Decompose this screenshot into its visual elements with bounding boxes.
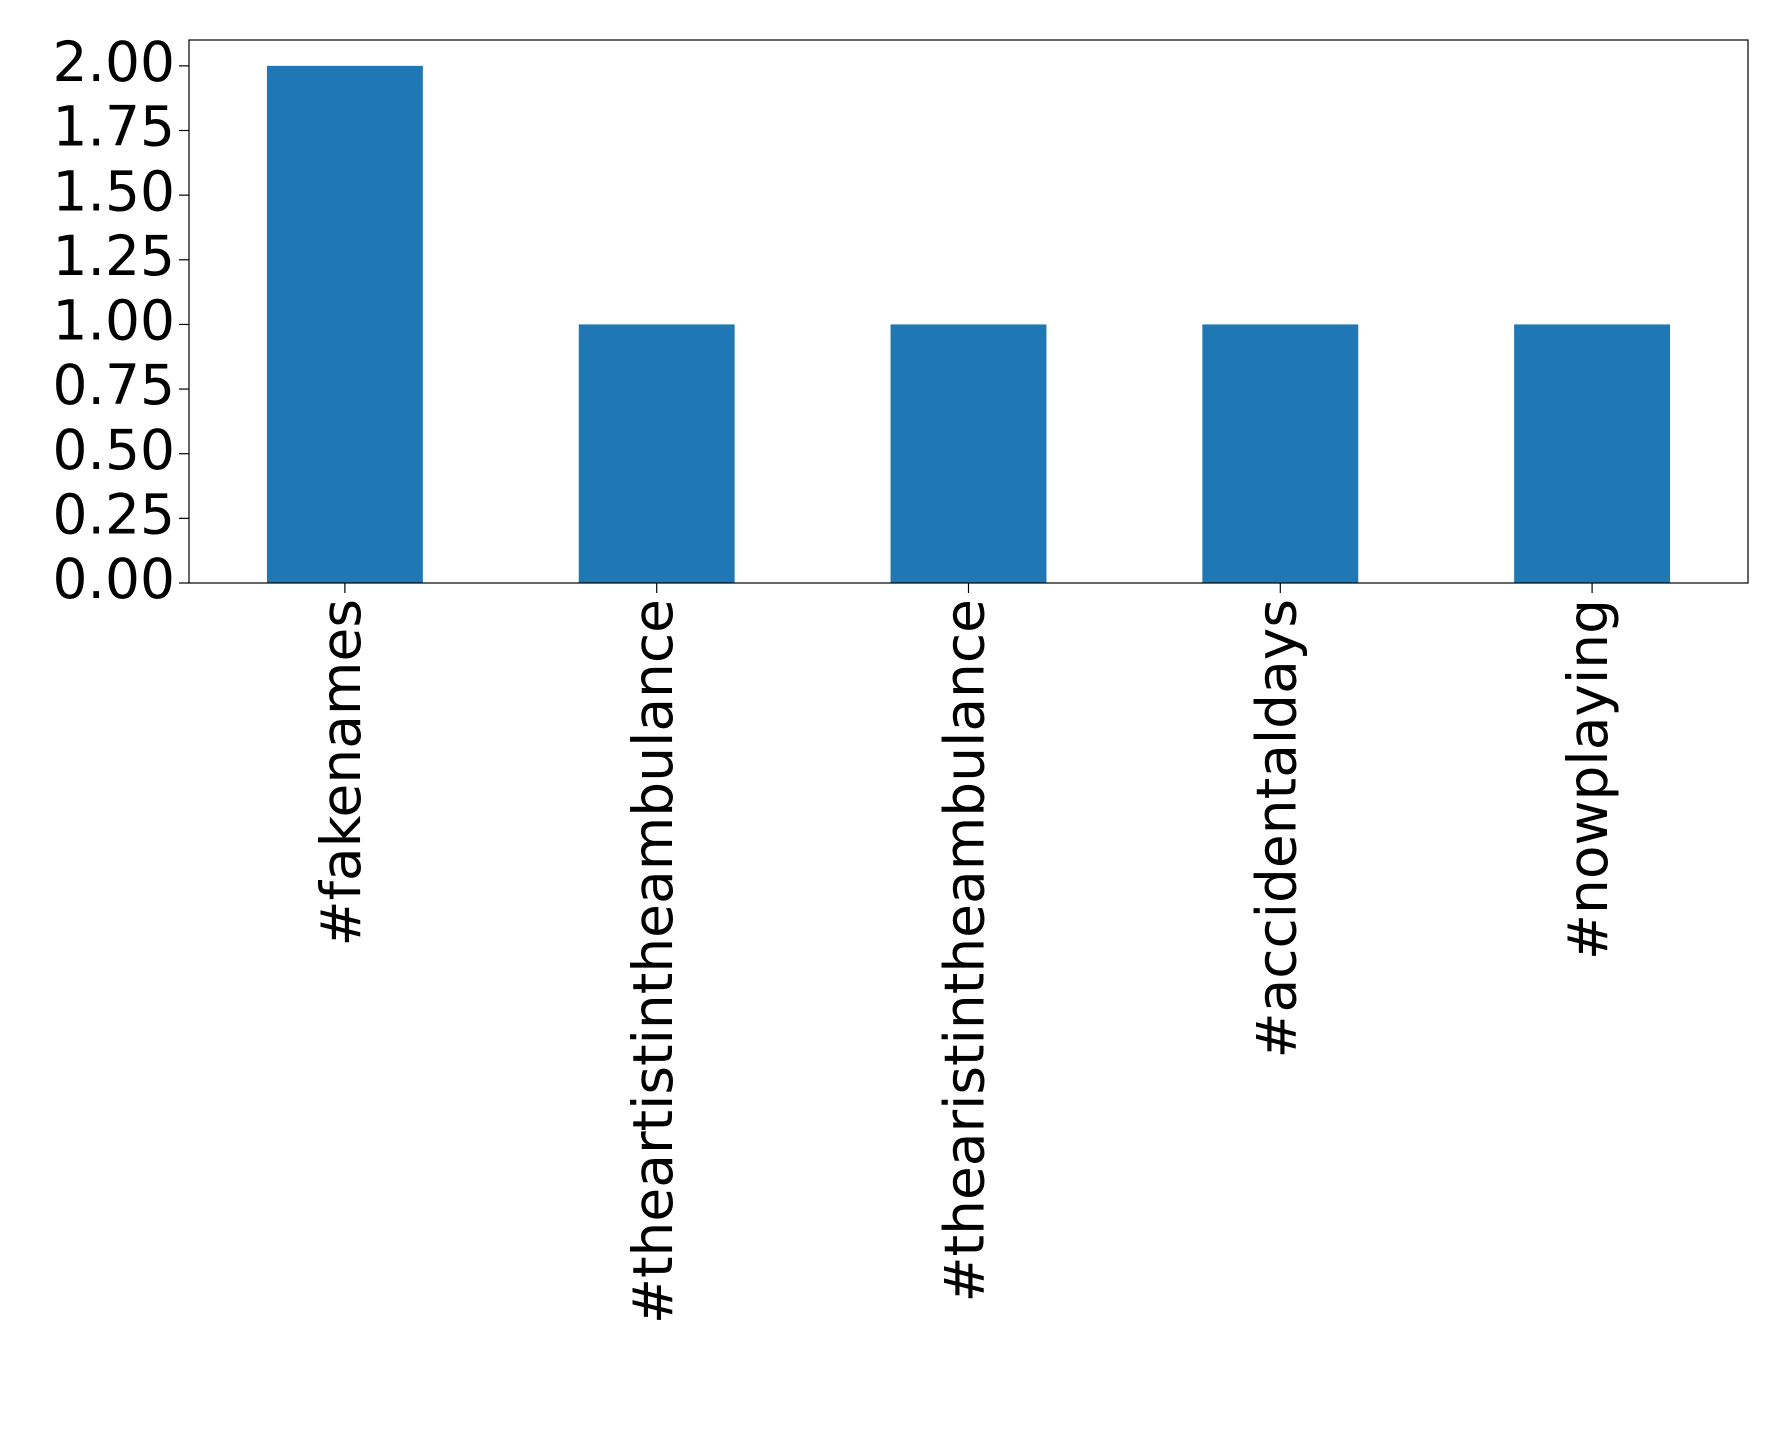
x-tick-label: #fakenames [309, 599, 373, 947]
x-tick-label: #accidentaldays [1244, 599, 1308, 1059]
y-tick-label: 0.75 [53, 353, 175, 417]
y-tick-label: 1.50 [53, 159, 175, 223]
plot-frame [188, 39, 1749, 584]
y-tick-label: 1.75 [53, 95, 175, 159]
y-tick-label: 2.00 [53, 30, 175, 94]
y-tick-label: 1.25 [53, 224, 175, 288]
bar [578, 324, 735, 583]
bar [1202, 324, 1359, 583]
bar [890, 324, 1047, 583]
bar [266, 65, 423, 584]
bar [1514, 324, 1671, 583]
y-tick-label: 0.00 [53, 547, 175, 611]
y-tick-label: 0.25 [53, 482, 175, 546]
y-tick-label: 1.00 [53, 289, 175, 353]
x-tick-label: #thearistintheambulance [933, 599, 997, 1303]
y-tick-label: 0.50 [53, 418, 175, 482]
x-tick-label: #nowplaying [1556, 599, 1620, 960]
x-tick-label: #theartistintheambulance [621, 599, 685, 1324]
